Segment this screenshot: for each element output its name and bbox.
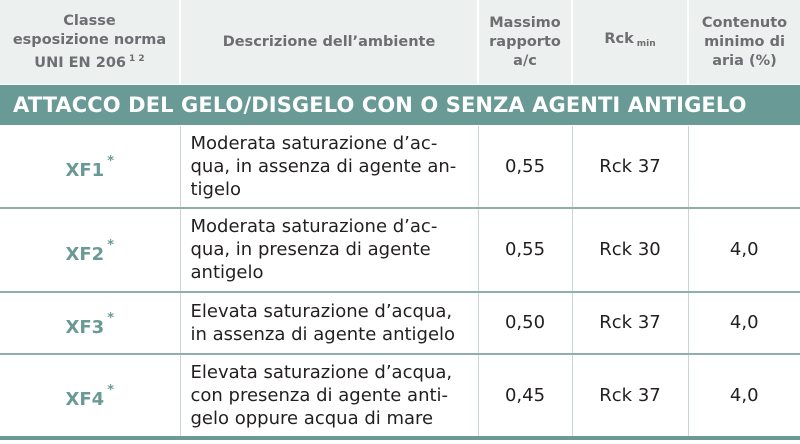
section-band: ATTACCO DEL GELO/DISGELO CON O SENZA AGE…	[0, 84, 800, 126]
rck-cell: Rck 30	[572, 207, 689, 293]
max-ratio-cell: 0,50	[478, 291, 573, 355]
table-row: XF1 * Moderata saturazione d’ac- qua, in …	[0, 125, 800, 209]
section-title: ATTACCO DEL GELO/DISGELO CON O SENZA AGE…	[0, 84, 800, 126]
header-max-ratio: Massimo rapporto a/c	[478, 0, 573, 85]
min-air-cell: 4,0	[688, 353, 800, 440]
min-air-cell: 4,0	[688, 207, 800, 293]
min-air-cell: 4,0	[688, 291, 800, 355]
description-cell: Moderata saturazione d’ac- qua, in prese…	[180, 207, 479, 293]
description-cell: Elevata saturazione d’acqua, in assenza …	[180, 291, 479, 355]
exposure-class-cell: XF1 *	[0, 125, 181, 209]
max-ratio-cell: 0,45	[478, 353, 573, 440]
header-rck-min: Rck min	[572, 0, 689, 85]
footnote-ref: 1 2	[129, 53, 145, 64]
min-air-cell	[688, 125, 800, 209]
exposure-class-cell: XF3 *	[0, 291, 181, 355]
rck-cell: Rck 37	[572, 291, 689, 355]
exposure-class-cell: XF4 *	[0, 353, 181, 440]
rck-cell: Rck 37	[572, 125, 689, 209]
table-header-row: Classe esposizione norma UNI EN 206 1 2 D…	[0, 0, 800, 85]
rck-cell: Rck 37	[572, 353, 689, 440]
description-cell: Moderata saturazione d’ac- qua, in assen…	[180, 125, 479, 209]
header-exposure-class: Classe esposizione norma UNI EN 206 1 2	[0, 0, 181, 85]
max-ratio-cell: 0,55	[478, 125, 573, 209]
table-row: XF3 * Elevata saturazione d’acqua, in ass…	[0, 291, 800, 355]
header-min-air: Contenuto minimo di aria (%)	[688, 0, 800, 85]
table-row: XF2 * Moderata saturazione d’ac- qua, in …	[0, 207, 800, 293]
header-description: Descrizione dell’ambiente	[180, 0, 479, 85]
description-cell: Elevata saturazione d’acqua, con presenz…	[180, 353, 479, 440]
table-row: XF4 * Elevata saturazione d’acqua, con pr…	[0, 353, 800, 440]
max-ratio-cell: 0,55	[478, 207, 573, 293]
exposure-class-cell: XF2 *	[0, 207, 181, 293]
